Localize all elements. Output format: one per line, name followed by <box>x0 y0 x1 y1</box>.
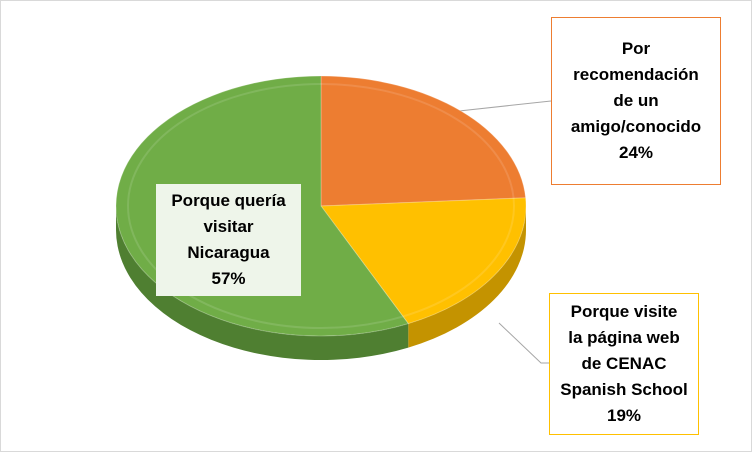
slice-percent-label: 57% <box>211 269 246 288</box>
slice-label-line: Porque quería <box>171 191 286 210</box>
slice-percent-label: 24% <box>618 143 654 162</box>
slice-label-line: de un <box>613 91 659 110</box>
slice-label-line: Porque visite <box>570 302 678 321</box>
slice-label-recomendacion: Por recomendación de un amigo/conocido 2… <box>551 17 721 185</box>
pie-highlight-ring <box>127 83 515 329</box>
slice-label-line: Por <box>621 39 651 58</box>
slice-recomendacion <box>320 75 527 207</box>
leader-line-recomendacion <box>458 100 552 112</box>
slice-label-line: visitar <box>203 217 254 236</box>
slice-label-line: amigo/conocido <box>570 117 702 136</box>
slice-pagina-web-side <box>408 206 526 348</box>
slice-label-line: Nicaragua <box>187 243 270 262</box>
slice-label-line: recomendación <box>573 65 699 84</box>
slice-label-line: la página web <box>568 328 680 347</box>
slice-visitar-nicaragua-side <box>116 206 409 360</box>
leader-line-pagina-web <box>498 322 549 364</box>
slice-label-pagina-web: Porque visite la página web de CENAC Spa… <box>549 293 699 435</box>
slice-label-line: de CENAC <box>581 354 667 373</box>
slice-pagina-web <box>320 197 527 325</box>
slice-percent-label: 19% <box>606 406 642 425</box>
slice-label-visitar-nicaragua: Porque quería visitar Nicaragua 57% <box>156 184 301 296</box>
slice-label-line: Spanish School <box>560 380 688 399</box>
